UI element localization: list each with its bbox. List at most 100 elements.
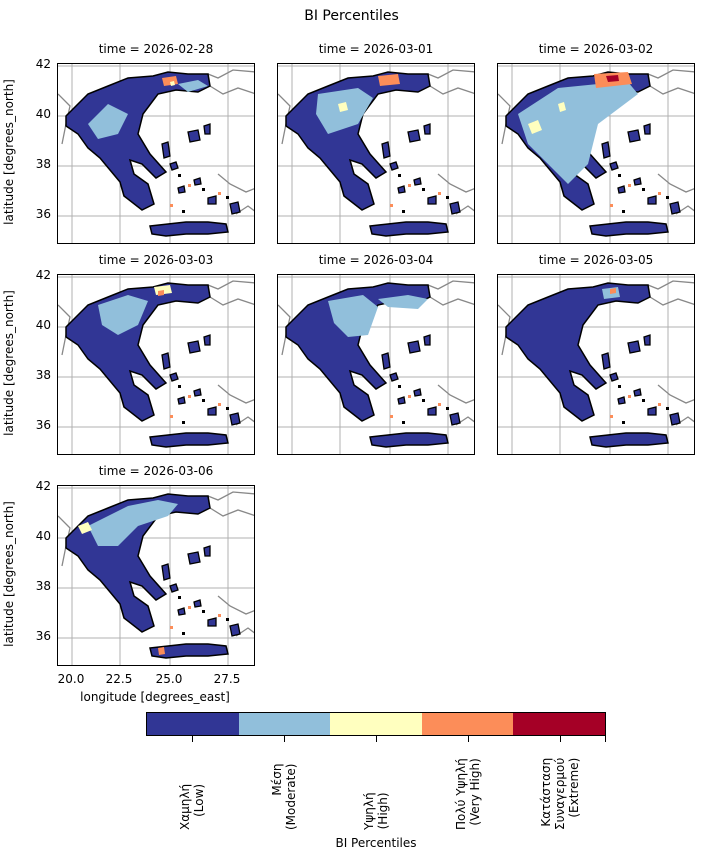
colorbar-class-label: Μέση (Moderate): [270, 763, 298, 830]
island-speck: [218, 614, 221, 617]
y-tick-label: 40: [35, 529, 51, 543]
risk-region: [558, 102, 566, 112]
island-speck: [170, 204, 173, 207]
colorbar-tick: [376, 736, 377, 742]
island-speck: [618, 174, 621, 177]
island: [193, 388, 202, 397]
risk-region: [378, 295, 428, 309]
island: [207, 195, 217, 205]
island-speck: [188, 606, 191, 609]
island: [449, 412, 461, 426]
island: [229, 623, 241, 637]
figure-title: BI Percentiles: [304, 8, 399, 24]
y-tick-label: 40: [35, 318, 51, 332]
island: [161, 141, 171, 159]
country-border: [437, 384, 474, 404]
island: [203, 123, 211, 135]
island: [193, 177, 202, 186]
y-tick-label: 40: [35, 107, 51, 121]
risk-region: [158, 290, 164, 296]
map-panel: [277, 274, 475, 455]
island: [617, 396, 626, 405]
risk-region: [98, 295, 148, 335]
risk-region: [328, 295, 378, 337]
y-tick-label: 42: [35, 479, 51, 493]
island: [407, 340, 421, 354]
island-speck: [666, 196, 669, 199]
island: [423, 334, 431, 346]
country-border: [429, 85, 474, 95]
island-speck: [178, 174, 181, 177]
island-speck: [618, 385, 621, 388]
colorbar-segment: [238, 713, 331, 735]
risk-region: [518, 82, 638, 184]
island: [617, 185, 626, 194]
island: [187, 129, 201, 143]
country-border: [207, 69, 254, 79]
crete: [149, 221, 229, 237]
island: [161, 563, 171, 581]
island-speck: [402, 210, 405, 213]
island: [633, 388, 642, 397]
island: [627, 340, 641, 354]
island: [609, 161, 619, 171]
island-speck: [642, 399, 645, 402]
island-speck: [178, 385, 181, 388]
island: [187, 551, 201, 565]
panel-title: time = 2026-02-28: [98, 42, 214, 56]
crete: [589, 221, 669, 237]
country-border: [207, 280, 254, 290]
island-speck: [202, 188, 205, 191]
country-border: [217, 173, 254, 193]
island-speck: [182, 421, 185, 424]
island-speck: [422, 399, 425, 402]
map-panel: [57, 63, 255, 244]
risk-region: [88, 104, 128, 139]
island-speck: [610, 204, 613, 207]
country-border: [647, 69, 694, 79]
island-speck: [178, 596, 181, 599]
crete: [149, 643, 229, 659]
island-speck: [422, 188, 425, 191]
island: [389, 372, 399, 382]
greece-mainland: [65, 71, 211, 211]
y-tick-label: 42: [35, 57, 51, 71]
island-speck: [402, 421, 405, 424]
crete: [369, 432, 449, 448]
map-panel: [497, 274, 695, 455]
x-tick-label: 27.5: [213, 672, 241, 686]
risk-region: [610, 288, 616, 294]
island-speck: [446, 407, 449, 410]
map-panel: [57, 485, 255, 666]
island: [381, 352, 391, 370]
crete: [589, 432, 669, 448]
risk-region: [158, 647, 165, 655]
crete: [149, 432, 229, 448]
panel-title: time = 2026-03-05: [538, 253, 654, 267]
island: [413, 388, 422, 397]
island: [633, 177, 642, 186]
country-border: [209, 85, 254, 95]
island: [413, 177, 422, 186]
x-axis-label: longitude [degrees_east]: [80, 690, 230, 704]
crete: [369, 221, 449, 237]
panel-title: time = 2026-03-04: [318, 253, 434, 267]
island-speck: [202, 610, 205, 613]
island-speck: [226, 196, 229, 199]
colorbar-segment: [421, 713, 514, 735]
island-speck: [226, 407, 229, 410]
country-border: [427, 280, 474, 290]
y-tick-label: 36: [35, 418, 51, 432]
island: [169, 583, 179, 593]
y-axis-label: latitude [degrees_north]: [2, 290, 16, 436]
colorbar: [146, 712, 606, 736]
island: [177, 185, 186, 194]
island-speck: [202, 399, 205, 402]
island: [161, 352, 171, 370]
island: [229, 412, 241, 426]
island-speck: [218, 403, 221, 406]
risk-region: [338, 102, 348, 112]
island-speck: [188, 395, 191, 398]
colorbar-segment: [330, 713, 422, 735]
colorbar-class-label: Υψηλή (High): [362, 792, 390, 830]
